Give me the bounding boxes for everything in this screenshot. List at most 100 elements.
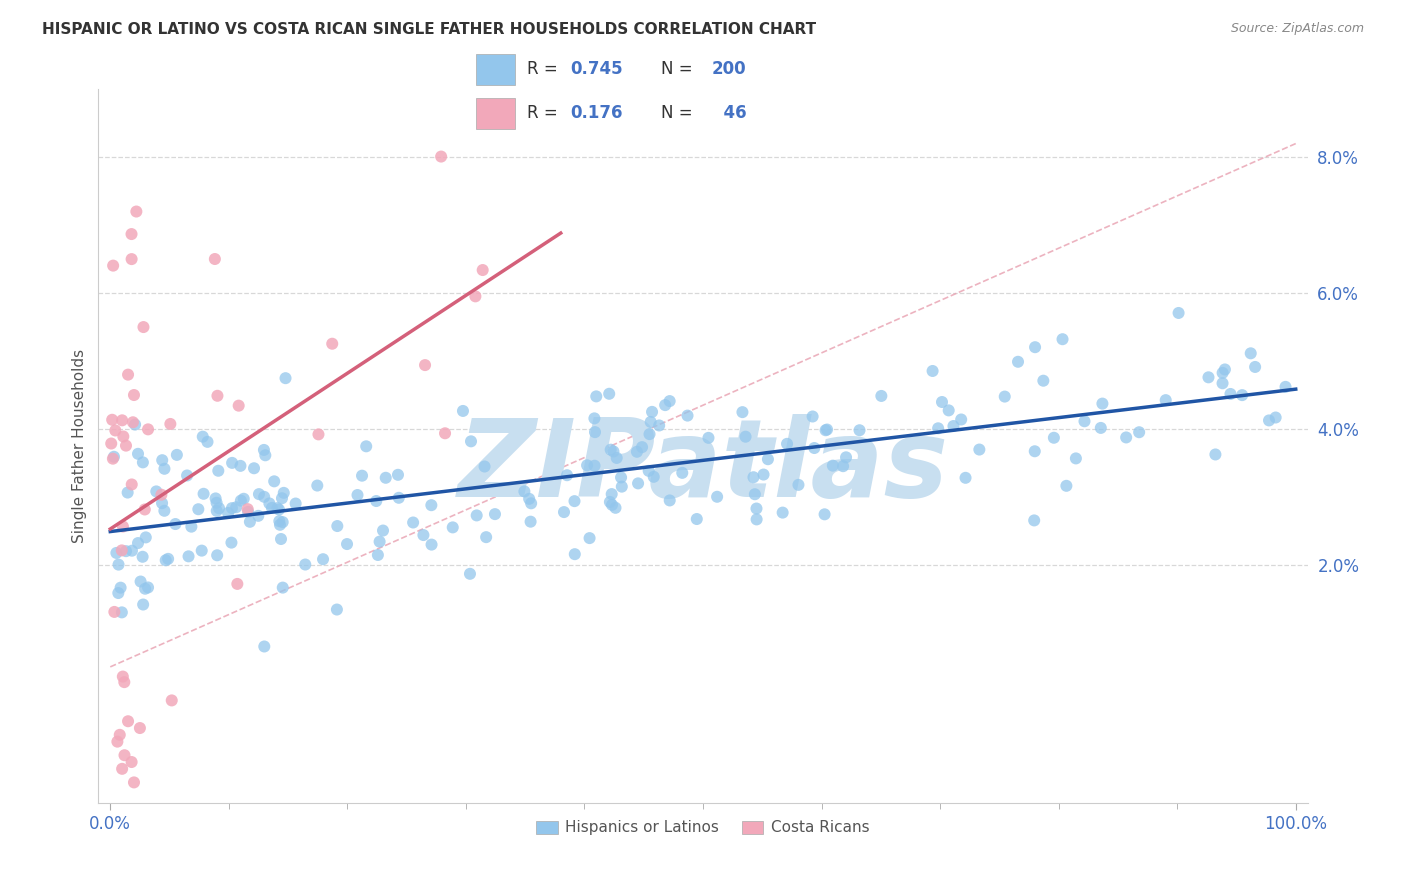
Point <box>121 543 143 558</box>
Point <box>221 501 243 516</box>
Point <box>1024 444 1046 458</box>
Point <box>110 581 132 595</box>
Point <box>354 439 377 453</box>
Point <box>150 496 173 510</box>
Point <box>207 389 229 403</box>
Point <box>451 404 474 418</box>
Point <box>336 537 359 551</box>
Point <box>648 418 671 433</box>
Point <box>176 468 198 483</box>
Point <box>564 494 586 508</box>
Point <box>576 458 599 473</box>
Point <box>124 417 146 432</box>
Point <box>115 544 138 558</box>
Point <box>938 403 960 417</box>
Point <box>606 450 628 465</box>
Text: R =: R = <box>527 104 562 122</box>
Point <box>578 531 600 545</box>
Point <box>269 514 291 528</box>
Text: N =: N = <box>661 61 697 78</box>
Point <box>602 444 624 458</box>
Point <box>105 734 128 748</box>
FancyBboxPatch shape <box>475 98 515 129</box>
Point <box>100 436 122 450</box>
Point <box>239 515 262 529</box>
Point <box>955 471 977 485</box>
Point <box>103 450 125 464</box>
Point <box>150 453 173 467</box>
Point <box>326 602 349 616</box>
Point <box>441 520 464 534</box>
Point <box>371 524 394 538</box>
Point <box>117 485 139 500</box>
Point <box>111 606 134 620</box>
Point <box>464 289 486 303</box>
Point <box>229 493 252 508</box>
Point <box>745 501 768 516</box>
Point <box>1244 359 1267 374</box>
Point <box>259 496 281 510</box>
Point <box>420 538 443 552</box>
Point <box>253 442 276 457</box>
Point <box>1212 376 1234 391</box>
Point <box>832 459 855 474</box>
Point <box>756 452 779 467</box>
Point <box>599 495 621 509</box>
Point <box>637 464 659 478</box>
Point <box>132 455 155 469</box>
Point <box>475 530 498 544</box>
Point <box>1128 425 1150 440</box>
Text: 0.745: 0.745 <box>571 61 623 78</box>
Point <box>643 470 665 484</box>
Text: 200: 200 <box>711 61 747 78</box>
Point <box>734 430 756 444</box>
Point <box>517 491 540 506</box>
Point <box>101 413 124 427</box>
Point <box>101 259 124 273</box>
Point <box>117 714 139 729</box>
Point <box>207 464 229 478</box>
Point <box>686 512 709 526</box>
Point <box>600 498 623 512</box>
Point <box>229 458 252 473</box>
Text: 46: 46 <box>711 104 747 122</box>
Point <box>994 390 1017 404</box>
Point <box>121 227 143 241</box>
Point <box>434 426 457 441</box>
Point <box>969 442 991 457</box>
Point <box>583 458 606 473</box>
Point <box>474 459 496 474</box>
Point <box>1264 410 1286 425</box>
Point <box>605 500 627 515</box>
Point <box>127 536 149 550</box>
Point <box>105 546 128 560</box>
Point <box>610 470 633 484</box>
Point <box>263 475 285 489</box>
Point <box>772 506 794 520</box>
Point <box>108 728 131 742</box>
Point <box>226 577 249 591</box>
Point <box>136 581 159 595</box>
Point <box>519 515 541 529</box>
Point <box>111 543 134 558</box>
Text: 0.176: 0.176 <box>571 104 623 122</box>
Point <box>308 427 330 442</box>
Point <box>835 450 858 465</box>
Point <box>190 543 212 558</box>
Point <box>600 487 623 501</box>
Point <box>1024 340 1046 354</box>
Point <box>112 675 135 690</box>
Point <box>132 598 155 612</box>
Point <box>153 504 176 518</box>
Point <box>585 389 607 403</box>
Point <box>641 405 664 419</box>
Point <box>555 468 578 483</box>
Point <box>193 487 215 501</box>
Point <box>134 582 156 596</box>
Point <box>236 505 259 519</box>
Point <box>166 448 188 462</box>
Point <box>221 456 243 470</box>
Point <box>115 439 138 453</box>
Point <box>208 501 231 516</box>
Legend: Hispanics or Latinos, Costa Ricans: Hispanics or Latinos, Costa Ricans <box>530 814 876 841</box>
